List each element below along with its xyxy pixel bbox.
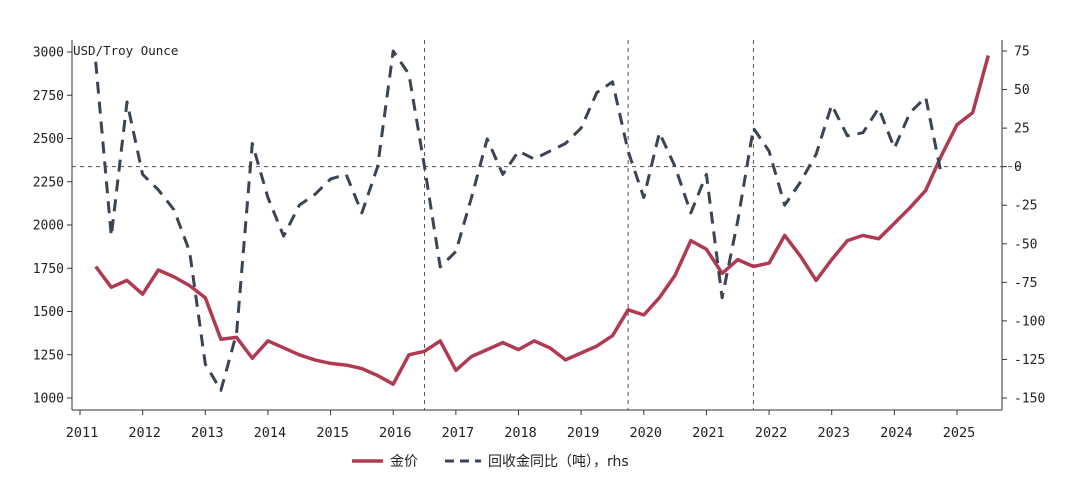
legend-gold-label: 金价 [390,454,418,470]
y-right-tick-label: -75 [1014,276,1037,291]
reference-lines [72,40,1024,410]
x-tick-label: 2018 [504,425,537,441]
x-tick-label: 2022 [755,425,788,441]
y-right-tick-label: -125 [1014,353,1045,368]
x-tick-label: 2025 [943,425,976,441]
y-left-tick-label: 2750 [33,89,64,104]
gold-price-line [94,55,990,386]
x-tick-label: 2021 [692,425,725,441]
y-left-tick-label: 1000 [33,392,64,407]
y-left-tick-label: 3000 [33,46,64,61]
x-tick-label: 2013 [191,425,224,441]
x-tick-label: 2017 [442,425,475,441]
series [94,49,990,392]
y-left-unit-label: USD/Troy Ounce [73,43,178,58]
y-left-tick-label: 2000 [33,219,64,234]
legend-recycled-label: 回收金同比（吨），rhs [488,454,629,470]
y-right-tick-label: 75 [1014,45,1030,60]
y-right-tick-label: 25 [1014,122,1030,137]
y-left-tick-label: 2250 [33,175,64,190]
x-tick-label: 2019 [567,425,600,441]
y-left-tick-label: 1750 [33,262,64,277]
x-tick-label: 2024 [880,425,913,441]
x-tick-label: 2015 [316,425,349,441]
y-left-tick-label: 2500 [33,132,64,147]
y-right-tick-label: -25 [1014,199,1037,214]
recycled-gold-yoy-line [94,49,943,392]
y-right-tick-label: 50 [1014,83,1030,98]
x-tick-label: 2011 [66,425,99,441]
x-tick-label: 2012 [128,425,161,441]
axes: 3000 2750 2500 2250 2000 1750 1500 1250 1000 75 50… [33,40,1045,441]
y-left-tick-label: 1500 [33,305,64,320]
legend: 金价 回收金同比（吨），rhs [352,454,629,470]
x-tick-label: 2014 [254,425,287,441]
y-right-tick-label: 0 [1014,160,1022,175]
x-tick-label: 2020 [630,425,663,441]
y-right-tick-label: -150 [1014,392,1045,407]
y-right-tick-label: -50 [1014,237,1037,252]
y-right-tick-label: -100 [1014,314,1045,329]
x-tick-label: 2016 [379,425,412,441]
x-tick-label: 2023 [817,425,850,441]
y-left-tick-label: 1250 [33,348,64,363]
